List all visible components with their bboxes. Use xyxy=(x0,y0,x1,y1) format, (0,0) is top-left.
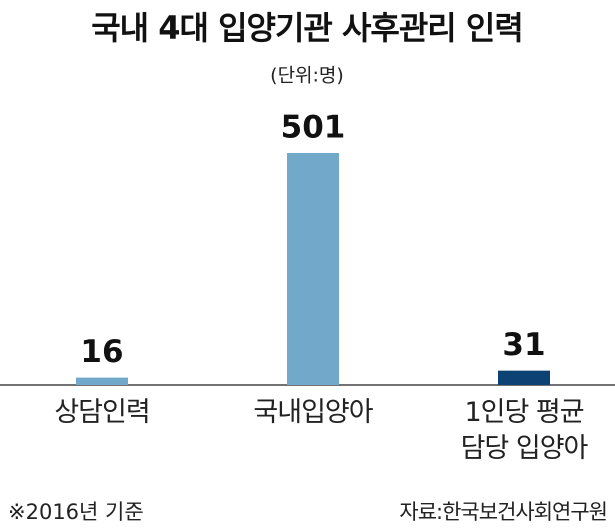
bar xyxy=(76,377,128,385)
source: 자료:한국보건사회연구원 xyxy=(399,500,607,524)
bar xyxy=(498,370,550,385)
category-label: 1인당 평균 담당 입양아 xyxy=(460,397,589,464)
chart-title: 국내 4대 입양기관 사후관리 인력 xyxy=(91,9,523,47)
category-label: 상담인력 xyxy=(54,397,150,428)
chart-subtitle: (단위:명) xyxy=(270,65,344,87)
footnote: ※2016년 기준 xyxy=(8,500,144,524)
category-label: 국내입양아 xyxy=(253,397,373,428)
value-label: 31 xyxy=(502,327,545,363)
bar xyxy=(287,153,339,385)
value-label: 16 xyxy=(80,334,123,370)
value-label: 501 xyxy=(281,110,346,146)
